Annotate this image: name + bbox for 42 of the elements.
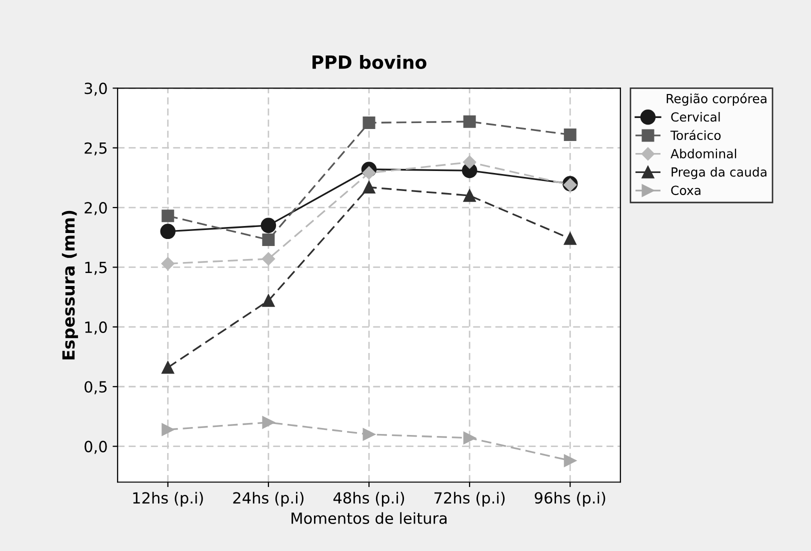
point <box>462 156 476 169</box>
point <box>161 257 174 270</box>
legend-title: Região corpórea <box>666 93 766 106</box>
legend-label: Abdominal <box>670 148 736 158</box>
point <box>362 166 376 180</box>
point <box>564 454 576 467</box>
point <box>362 181 376 194</box>
point <box>262 234 275 246</box>
y-tick-label: 0,5 <box>84 381 107 394</box>
point <box>362 116 376 130</box>
chart-title: PPD bovino <box>312 54 426 69</box>
point <box>262 416 275 429</box>
legend-label: Torácico <box>670 130 721 140</box>
point <box>160 224 176 240</box>
legend-label: Coxa <box>671 186 700 196</box>
y-tick-label: 2,5 <box>84 142 107 156</box>
point <box>463 115 476 128</box>
point <box>262 252 276 266</box>
x-tick-label: 72hs (p.i) <box>434 492 505 507</box>
legend-label: Prega da cauda <box>672 167 766 180</box>
point <box>262 294 275 307</box>
point <box>162 210 174 222</box>
x-tick-label: 48hs (p.i) <box>333 492 404 507</box>
y-tick-label: 1,0 <box>85 321 107 335</box>
point <box>162 423 174 436</box>
point <box>564 128 576 141</box>
x-axis-title: Momentos de leitura <box>292 512 447 524</box>
point <box>564 232 576 245</box>
point <box>162 361 174 374</box>
point <box>362 428 376 441</box>
x-tick-label: 12hs (p.i) <box>133 492 203 507</box>
x-tick-label: 24hs (p.i) <box>233 492 304 507</box>
x-tick-label: 96hs (p.i) <box>534 492 606 507</box>
point <box>463 432 476 444</box>
y-tick-label: 1,5 <box>85 262 107 275</box>
point <box>260 218 276 234</box>
legend-label: Cervical <box>671 112 720 122</box>
y-tick-label: 2,0 <box>84 202 107 216</box>
point <box>463 189 476 202</box>
y-tick-label: 0,0 <box>84 440 107 454</box>
y-tick-label: 3,0 <box>84 82 107 96</box>
y-axis-title: Espessura (mm) <box>62 210 78 360</box>
